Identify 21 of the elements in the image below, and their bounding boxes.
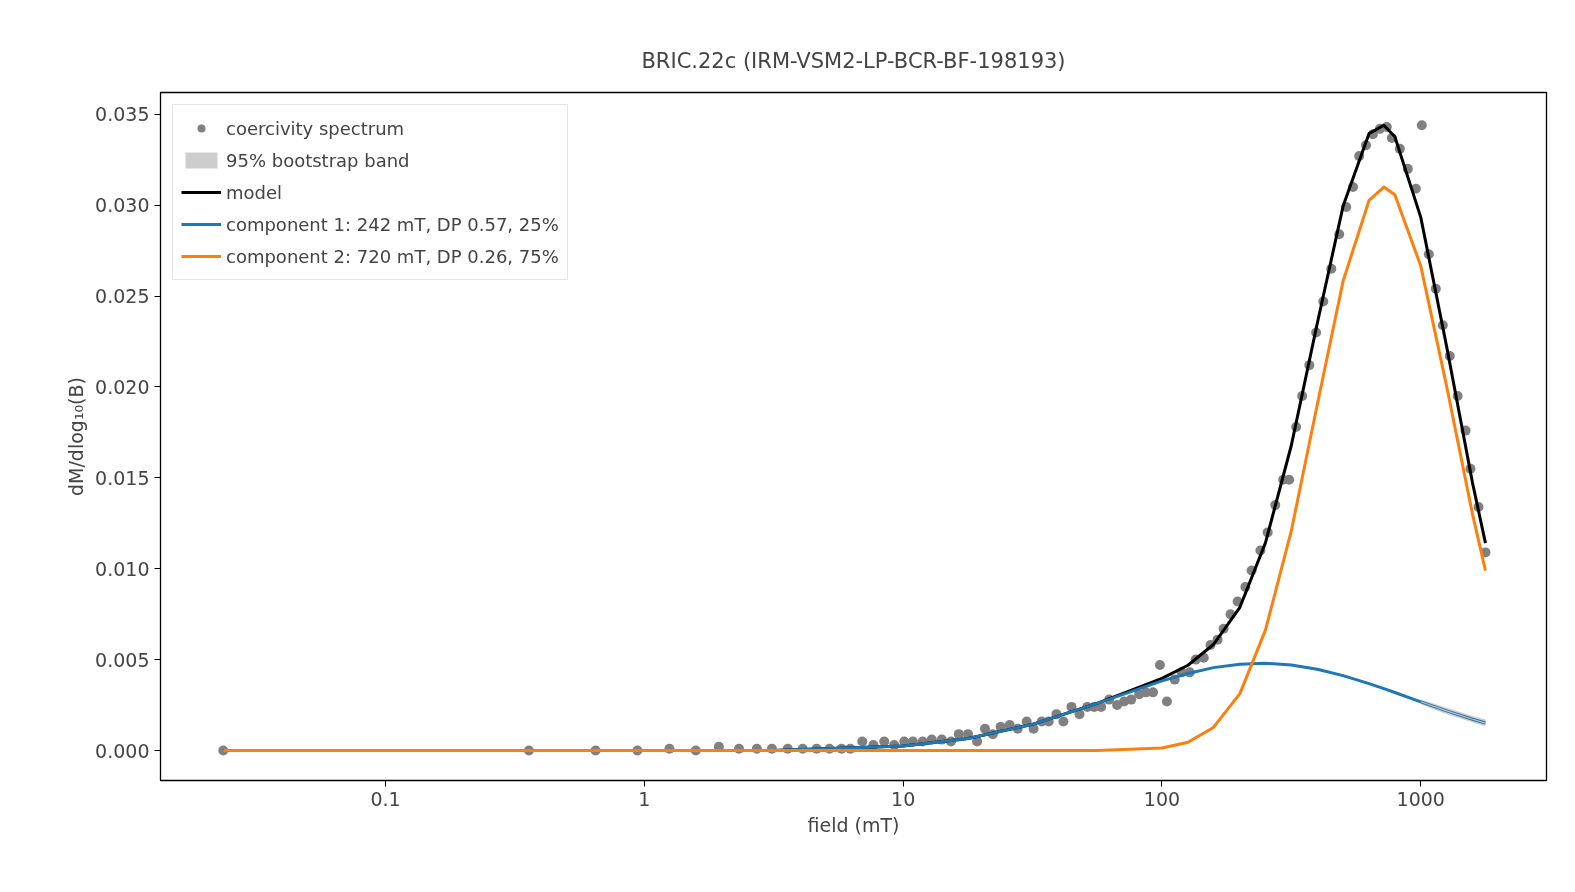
y-axis-title: dM/dlog₁₀(B) [65,377,88,496]
x-tick-label: 1000 [1396,787,1445,810]
legend-label: component 2: 720 mT, DP 0.26, 75% [226,244,559,269]
x-tick-label: 100 [1143,787,1181,810]
x-tick-label: 0.1 [370,787,401,810]
y-tick-label: 0.030 [95,194,150,217]
x-axis-title: field (mT) [807,813,900,836]
y-tick-label: 0.005 [95,648,150,671]
y-tick-label: 0.025 [95,285,150,308]
y-tick-label: 0.015 [95,466,150,489]
y-tick-label: 0.035 [95,103,150,126]
chart-title: BRIC.22c (IRM-VSM2-LP-BCR-BF-198193) [641,48,1066,73]
x-tick-label: 1 [638,787,651,810]
y-tick-label: 0.020 [95,375,150,398]
legend-label: model [226,180,283,205]
legend-label: component 1: 242 mT, DP 0.57, 25% [226,212,559,237]
legend-label: coercivity spectrum [226,116,405,141]
y-tick-label: 0.010 [95,557,150,580]
legend-label: 95% bootstrap band [226,148,410,173]
y-tick-label: 0.000 [95,739,150,762]
x-tick-label: 10 [891,787,916,810]
